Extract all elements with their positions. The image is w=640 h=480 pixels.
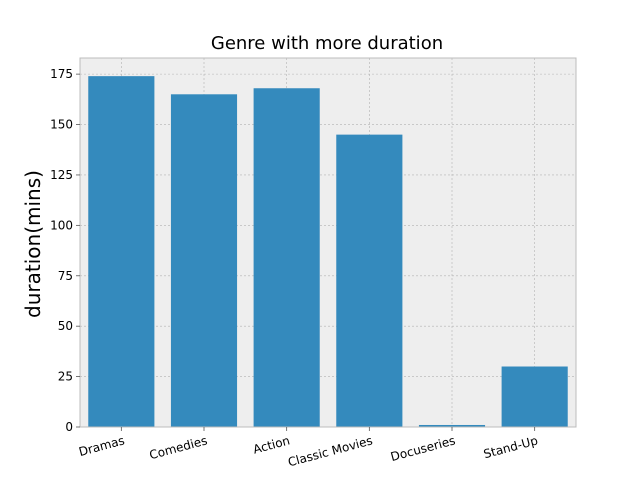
y-tick-label: 150: [50, 118, 73, 132]
y-axis-label: duration(mins): [21, 170, 45, 318]
x-tick-label: Comedies: [148, 433, 209, 462]
y-tick-label: 75: [58, 269, 73, 283]
x-tick-label: Action: [252, 433, 292, 456]
y-tick-label: 100: [50, 218, 73, 232]
x-tick-label: Stand-Up: [482, 433, 539, 461]
bars: [88, 76, 568, 428]
bar-docuseries: [418, 424, 486, 427]
y-tick-label: 25: [58, 370, 73, 384]
bar-comedies: [170, 94, 238, 428]
x-tick-label: Classic Movies: [286, 433, 374, 469]
chart-title: Genre with more duration: [211, 33, 443, 54]
x-tick-label: Dramas: [77, 433, 126, 459]
bar-dramas: [88, 76, 155, 428]
bar-action: [253, 88, 320, 427]
y-tick-label: 0: [65, 420, 73, 434]
y-axis-ticks: 0 25 50 75 100 125 150 175: [50, 67, 80, 434]
y-tick-label: 125: [50, 168, 73, 182]
plot-area: [80, 58, 576, 427]
bar-stand-up: [501, 366, 568, 427]
plot-frame: [79, 57, 577, 428]
x-tick-label: Docuseries: [389, 433, 457, 464]
y-tick-label: 50: [58, 319, 73, 333]
y-tick-label: 175: [50, 67, 73, 81]
bar-classic-movies: [336, 134, 403, 427]
